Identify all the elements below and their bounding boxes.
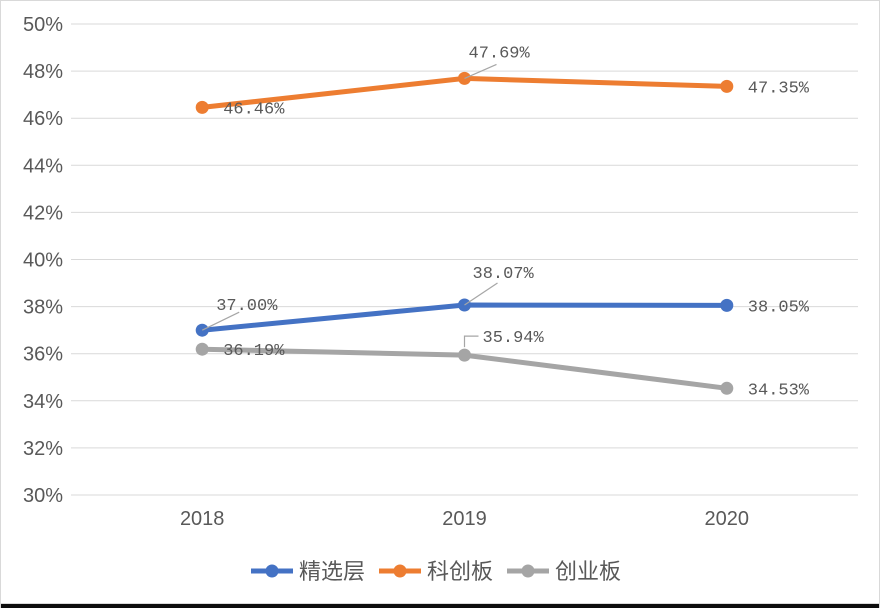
legend-label-chinext: 创业板 [555, 559, 621, 584]
y-axis-tick-label: 40% [23, 250, 63, 272]
data-label-selected-tier-2020: 38.05% [748, 298, 810, 317]
data-label-selected-tier-2019: 38.07% [473, 265, 535, 284]
y-axis-tick-label: 46% [23, 108, 63, 130]
label-leader-line [201, 311, 240, 331]
x-axis-tick-label: 2019 [442, 508, 487, 530]
data-label-chinext-2018: 36.19% [223, 342, 285, 361]
data-label-chinext-2020: 34.53% [748, 381, 810, 400]
legend-item-chinext: 创业板 [507, 559, 621, 584]
legend-item-selected-tier: 精选层 [251, 559, 365, 584]
data-point-star-market-2020 [720, 79, 734, 93]
y-axis-tick-label: 30% [23, 485, 63, 507]
label-leader-line [463, 335, 479, 348]
legend-marker-dot-chinext [521, 564, 535, 578]
y-axis-tick-label: 44% [23, 155, 63, 177]
y-axis-tick-label: 42% [23, 202, 63, 224]
data-label-star-market-2019: 47.69% [469, 44, 531, 63]
y-axis-tick-label: 38% [23, 297, 63, 319]
legend-marker-dot-selected-tier [265, 564, 279, 578]
legend-item-star-market: 科创板 [379, 559, 493, 584]
y-axis-tick-label: 34% [23, 391, 63, 413]
y-axis-tick-label: 48% [23, 61, 63, 83]
y-axis-tick-label: 50% [23, 14, 63, 36]
legend-label-star-market: 科创板 [427, 559, 493, 584]
data-label-star-market-2018: 46.46% [223, 100, 285, 119]
data-label-star-market-2020: 47.35% [748, 79, 810, 98]
y-axis-tick-label: 36% [23, 344, 63, 366]
legend-marker-dot-star-market [393, 564, 407, 578]
label-leader-line [464, 63, 497, 79]
data-point-selected-tier-2020 [720, 298, 734, 312]
bottom-border-bar [1, 603, 879, 608]
data-point-chinext-2018 [195, 342, 209, 356]
legend-label-selected-tier: 精选层 [299, 559, 365, 584]
y-axis-tick-label: 32% [23, 438, 63, 460]
data-point-chinext-2020 [720, 381, 734, 395]
data-label-selected-tier-2018: 37.00% [216, 297, 278, 316]
x-axis-tick-label: 2020 [705, 508, 750, 530]
data-point-star-market-2018 [195, 100, 209, 114]
label-leader-line [464, 282, 498, 306]
x-axis-tick-label: 2018 [180, 508, 225, 530]
data-label-chinext-2019: 35.94% [483, 329, 545, 348]
data-point-chinext-2019 [458, 348, 471, 362]
